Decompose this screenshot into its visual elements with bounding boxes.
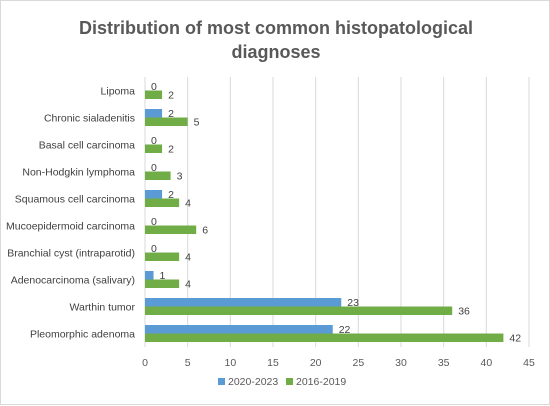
data-label: 0 <box>151 243 157 255</box>
data-label: 4 <box>185 198 191 210</box>
bar-2016-2019 <box>145 198 180 207</box>
data-label: 4 <box>185 252 191 264</box>
category-label: Basal cell carcinoma <box>39 140 135 152</box>
bar-2020-2023 <box>145 109 163 118</box>
x-tick-label: 10 <box>224 357 236 369</box>
data-label: 2 <box>168 108 174 120</box>
category-labels: Lipoma Chronic sialadenitis Basal cell car… <box>6 86 135 341</box>
data-label: 0 <box>151 162 157 174</box>
bar-2016-2019 <box>145 252 180 261</box>
x-tick-label: 45 <box>523 357 535 369</box>
x-tick-label: 20 <box>310 357 322 369</box>
data-label: 1 <box>160 270 166 282</box>
data-label: 2 <box>168 90 174 102</box>
data-label: 22 <box>339 324 351 336</box>
data-label: 6 <box>202 225 208 237</box>
bar-2016-2019 <box>145 306 453 315</box>
x-tick-label: 5 <box>185 357 191 369</box>
data-label: 5 <box>194 117 200 129</box>
data-label: 42 <box>509 333 521 345</box>
data-label: 2 <box>168 189 174 201</box>
x-tick-label: 30 <box>395 357 407 369</box>
bar-2020-2023 <box>145 190 163 199</box>
x-tick-label: 0 <box>142 357 148 369</box>
data-label: 2 <box>168 144 174 156</box>
category-label: Chronic sialadenitis <box>44 113 135 125</box>
category-label: Branchial cyst (intraparotid) <box>7 248 135 260</box>
bars <box>145 90 504 342</box>
x-tick-label: 25 <box>352 357 364 369</box>
chart-title-line-1: Distribution of most common histopatolog… <box>79 18 473 38</box>
x-tick-label: 35 <box>438 357 450 369</box>
bar-2020-2023 <box>145 271 154 280</box>
category-label: Adenocarcinoma (salivary) <box>11 275 135 287</box>
data-label: 4 <box>185 279 191 291</box>
category-label: Lipoma <box>101 86 136 98</box>
data-label: 0 <box>151 81 157 93</box>
bar-2016-2019 <box>145 144 163 153</box>
data-label: 36 <box>458 306 470 318</box>
x-tick-label: 15 <box>267 357 279 369</box>
bar-2016-2019 <box>145 225 197 234</box>
data-label: 23 <box>347 297 359 309</box>
bar-2016-2019 <box>145 279 180 288</box>
legend-swatch <box>218 378 225 385</box>
data-label: 0 <box>151 135 157 147</box>
legend-label: 2016-2019 <box>296 376 346 388</box>
bar-2020-2023 <box>145 298 342 307</box>
legend-swatch <box>286 378 293 385</box>
category-label: Squamous cell carcinoma <box>15 194 135 206</box>
bar-2016-2019 <box>145 171 171 180</box>
legend: 2020-2023 2016-2019 <box>218 376 346 388</box>
category-label: Pleomorphic adenoma <box>30 329 135 341</box>
category-label: Non-Hodgkin lymphoma <box>22 167 135 179</box>
chart-title-line-2: diagnoses <box>231 42 320 62</box>
legend-label: 2020-2023 <box>228 376 278 388</box>
category-label: Warthin tumor <box>69 302 135 314</box>
x-tick-labels: 0 5 10 15 20 25 30 35 40 45 <box>142 357 535 369</box>
bar-2016-2019 <box>145 117 188 126</box>
category-label: Mucoepidermoid carcinoma <box>6 221 135 233</box>
data-label: 3 <box>177 171 183 183</box>
data-label: 0 <box>151 216 157 228</box>
x-tick-label: 40 <box>480 357 492 369</box>
bar-2016-2019 <box>145 333 504 342</box>
bar-2020-2023 <box>145 325 333 334</box>
bar-2016-2019 <box>145 90 163 99</box>
